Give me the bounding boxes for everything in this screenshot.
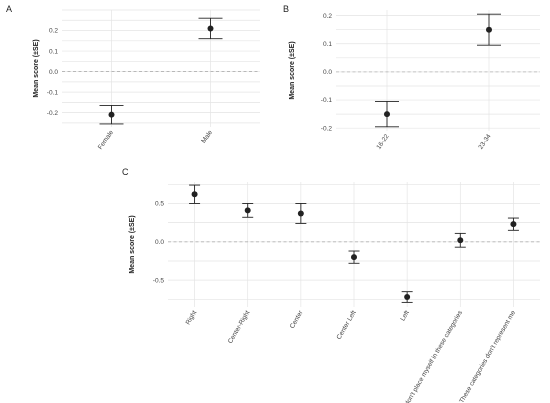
- panel-b-point: [486, 26, 492, 33]
- panel-c-point: [510, 221, 517, 228]
- panel-a-y-axis-label: Mean score (±SE): [33, 39, 40, 97]
- panel-c-point: [404, 294, 411, 301]
- panel-b-letter: B: [283, 4, 289, 14]
- panel-c-point: [457, 237, 464, 244]
- panel-c-xtick-label: Center: [289, 309, 305, 330]
- panel-b-y-axis-label: Mean score (±SE): [289, 41, 296, 99]
- panel-b-ytick-label: 0.1: [323, 41, 332, 48]
- panel-b-xtick-label: 23-34: [477, 133, 492, 151]
- panel-a-point: [207, 25, 214, 32]
- panel-c-point: [297, 210, 304, 217]
- panel-a-ytick-label: 0.0: [49, 69, 58, 76]
- panel-c-xtick-label: I don't place myself in these categories: [402, 309, 464, 403]
- panel-c-point: [244, 207, 251, 214]
- panel-a-letter: A: [6, 4, 12, 14]
- panel-b-ytick-label: 0.2: [323, 13, 332, 20]
- panel-b-ytick-label: -0.1: [321, 97, 333, 104]
- panel-a-ytick-label: -0.1: [47, 89, 59, 96]
- panel-b-point: [384, 111, 390, 118]
- panel-c-xtick-label: Right: [185, 309, 199, 326]
- panel-a-ytick-label: -0.2: [47, 110, 59, 117]
- panel-a-ytick-label: 0.1: [49, 48, 58, 55]
- panel-c-xtick-label: Center Left: [336, 309, 358, 341]
- panel-b-ytick-label: 0.0: [323, 69, 332, 76]
- panel-c-xtick-label: These categories don't represent me: [458, 309, 517, 403]
- panel-c-xtick-label: Left: [399, 309, 411, 322]
- panel-a-xtick-label: Female: [97, 129, 115, 151]
- panel-b-ytick-label: -0.2: [321, 125, 333, 132]
- panel-c-point: [351, 254, 357, 261]
- panel-c-ytick-label: 0.0: [155, 239, 164, 246]
- panel-c-y-axis-label: Mean score (±SE): [129, 215, 136, 273]
- panel-c-xtick-label: Center-Right: [227, 309, 252, 345]
- panel-c-letter: C: [122, 167, 129, 177]
- panel-c-ytick-label: -0.5: [153, 277, 165, 284]
- panel-b-xtick-label: 16-22: [375, 133, 390, 151]
- panel-a-xtick-label: Male: [200, 129, 214, 145]
- panel-a-ytick-label: 0.2: [49, 28, 58, 35]
- panel-a-point: [108, 111, 115, 118]
- panel-c-ytick-label: 0.5: [155, 201, 164, 208]
- panel-c-point: [191, 191, 198, 198]
